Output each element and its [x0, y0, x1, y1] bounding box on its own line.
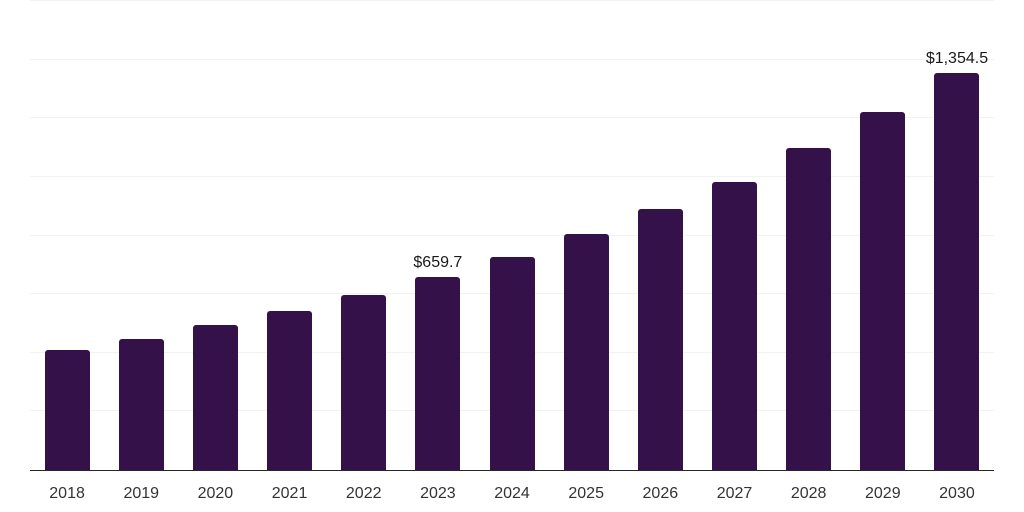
- bar[interactable]: [786, 148, 832, 470]
- bar-group: $659.7: [401, 1, 475, 470]
- bar[interactable]: [118, 338, 164, 470]
- bar[interactable]: [637, 209, 683, 470]
- x-tick-label: 2020: [197, 485, 234, 502]
- bar-group: [772, 1, 846, 470]
- plot-area: $659.7 $1,354.5: [30, 0, 994, 471]
- x-tick-label: 2018: [49, 485, 85, 502]
- x-tick-label: 2030: [939, 485, 975, 502]
- x-tick-label: 2021: [271, 485, 308, 502]
- bar[interactable]: [711, 181, 757, 470]
- gridline: [30, 234, 994, 236]
- bar-group: [252, 1, 326, 470]
- x-axis-labels: 2018 2019 2020 2021 2022 2023 2024 2025 2026 2027…: [30, 484, 994, 503]
- x-tick-label: 2025: [568, 485, 604, 502]
- x-tick-label: 2023: [420, 485, 456, 502]
- x-tick-label: 2026: [642, 485, 679, 502]
- bar-group: [327, 1, 401, 470]
- x-tick-label: 2027: [716, 485, 753, 502]
- bar-value-label: $659.7: [413, 253, 463, 271]
- bar[interactable]: [934, 72, 980, 470]
- bar-group: [178, 1, 252, 470]
- x-tick-label: 2019: [123, 485, 160, 502]
- bar[interactable]: [563, 233, 609, 470]
- bar[interactable]: [44, 350, 90, 470]
- bar-group: [623, 1, 697, 470]
- x-tick-label: 2022: [345, 485, 382, 502]
- bar[interactable]: [415, 276, 461, 470]
- bar-value-label: $1,354.5: [925, 49, 989, 67]
- bar-group: [846, 1, 920, 470]
- gridline: [30, 0, 994, 1]
- gridline: [30, 58, 994, 60]
- bar-group: [549, 1, 623, 470]
- bar-group: [697, 1, 771, 470]
- x-tick-label: 2029: [865, 485, 901, 502]
- bar[interactable]: [341, 295, 387, 470]
- bar[interactable]: [192, 324, 238, 470]
- x-tick-label: 2024: [494, 485, 530, 502]
- x-axis-line: [30, 470, 994, 471]
- bar-group: [475, 1, 549, 470]
- gridline: [30, 117, 994, 119]
- bar[interactable]: [489, 256, 535, 470]
- bar[interactable]: [860, 112, 906, 470]
- x-tick-label: 2028: [790, 485, 827, 502]
- bar-group: $1,354.5: [920, 1, 994, 470]
- bars-layer: $659.7 $1,354.5: [30, 1, 994, 470]
- bar-group: [104, 1, 178, 470]
- bar[interactable]: [267, 310, 313, 470]
- gridline: [30, 175, 994, 177]
- bar-group: [30, 1, 104, 470]
